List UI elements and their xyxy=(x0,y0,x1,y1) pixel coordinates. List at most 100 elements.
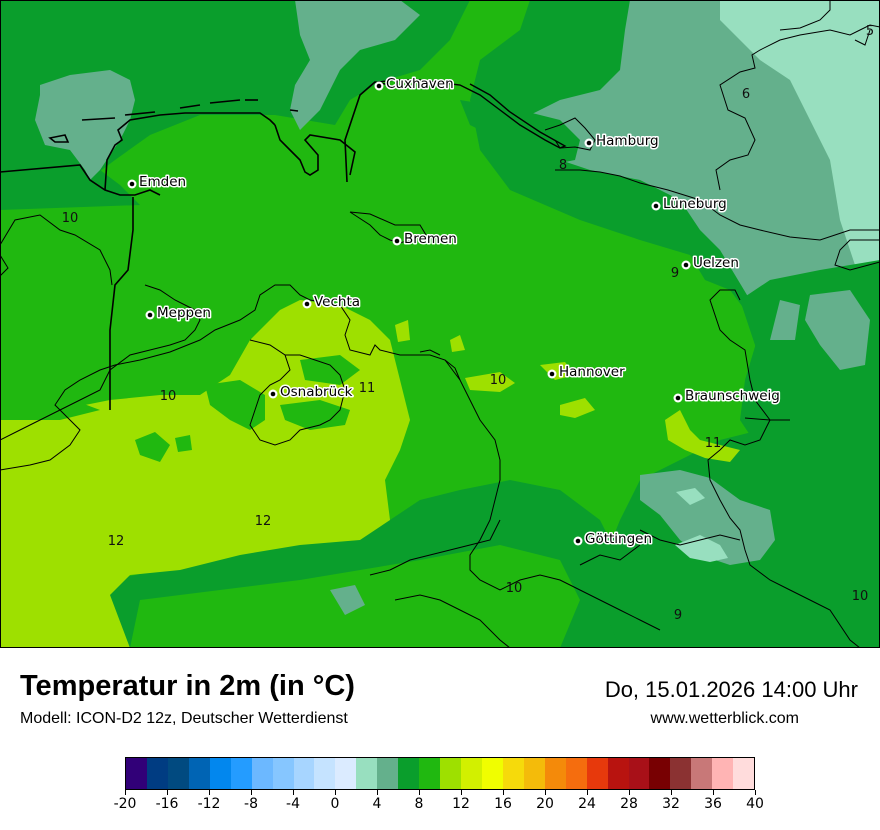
contour-label: 11 xyxy=(359,381,376,396)
city-marker: Braunschweig xyxy=(673,387,781,406)
tick-mark xyxy=(544,790,546,795)
city-label: Hannover xyxy=(559,364,625,380)
contour-label: 10 xyxy=(852,589,869,604)
colorbar-segment xyxy=(356,758,378,789)
colorbar-segment xyxy=(167,758,189,789)
city-marker: Lüneburg xyxy=(651,195,728,214)
tick-label: -16 xyxy=(155,796,179,812)
colorbar-segment xyxy=(712,758,734,789)
tick-label: 24 xyxy=(578,796,596,812)
contour-label: 9 xyxy=(671,266,679,281)
forecast-datetime: Do, 15.01.2026 14:00 Uhr xyxy=(604,677,858,702)
tick-label: 28 xyxy=(620,796,638,812)
colorbar-segment xyxy=(733,758,755,789)
city-marker: Hamburg xyxy=(584,132,660,151)
contour-label: 8 xyxy=(559,158,567,173)
tick-label: 36 xyxy=(704,796,722,812)
tick-mark xyxy=(166,790,168,795)
tick-label: 40 xyxy=(746,796,764,812)
city-label: Braunschweig xyxy=(685,388,780,404)
city-marker: Meppen xyxy=(145,304,212,323)
colorbar-segment xyxy=(419,758,441,789)
tick-mark xyxy=(460,790,462,795)
contour-label: 12 xyxy=(108,534,125,549)
colorbar-segment xyxy=(607,758,629,789)
contour-label: 6 xyxy=(742,87,750,102)
city-marker: Cuxhaven xyxy=(374,75,455,94)
temperature-map: 5 6 8 10 9 11 10 10 11 12 12 10 9 10 Cuxhaven Hamburg E… xyxy=(0,0,880,648)
tick-label: 8 xyxy=(414,796,424,812)
tick-label: 32 xyxy=(662,796,680,812)
tick-mark xyxy=(754,790,756,795)
contour-label: 9 xyxy=(674,608,682,623)
coastline xyxy=(0,81,391,410)
contour-label: 10 xyxy=(490,373,507,388)
tick-label: 12 xyxy=(452,796,470,812)
chart-title: Temperatur in 2m (in °C) xyxy=(20,670,355,702)
colorbar-segment xyxy=(461,758,482,789)
colorbar-segment xyxy=(565,758,587,789)
colorbar-segment xyxy=(502,758,524,789)
colorbar-segment xyxy=(314,758,336,789)
city-label: Osnabrück xyxy=(280,384,353,400)
tick-mark xyxy=(628,790,630,795)
tick-label: 0 xyxy=(330,796,340,812)
tick-label: -20 xyxy=(113,796,137,812)
city-label: Göttingen xyxy=(585,531,652,547)
colorbar-segment xyxy=(544,758,566,789)
colorbar-segment xyxy=(670,758,692,789)
temperature-colorbar xyxy=(125,757,755,790)
tick-label: 4 xyxy=(372,796,382,812)
tick-label: -4 xyxy=(286,796,300,812)
contour-label: 10 xyxy=(160,389,177,404)
city-marker: Bremen xyxy=(392,230,458,249)
tick-mark xyxy=(124,790,126,795)
colorbar-ticks: -20 -16 -12 -8 -4 0 4 8 12 16 20 24 28 32 36 40 xyxy=(114,790,764,820)
colorbar-segment xyxy=(523,758,545,789)
colorbar-segment xyxy=(126,758,147,789)
tick-mark xyxy=(502,790,504,795)
tick-mark xyxy=(292,790,294,795)
city-label: Bremen xyxy=(404,231,457,247)
colorbar-segment xyxy=(691,758,713,789)
colorbar-segment xyxy=(481,758,503,789)
contour-label: 10 xyxy=(62,211,79,226)
tick-label: 16 xyxy=(494,796,512,812)
city-marker: Uelzen xyxy=(681,254,740,273)
contour-labels: 5 6 8 10 9 11 10 10 11 12 12 10 9 10 xyxy=(62,24,874,623)
colorbar-segment xyxy=(335,758,357,789)
city-label: Cuxhaven xyxy=(386,76,454,92)
contour-label: 5 xyxy=(866,24,874,39)
website-link[interactable]: www.wetterblick.com xyxy=(650,710,799,727)
colorbar-segment xyxy=(586,758,608,789)
city-marker: Osnabrück xyxy=(268,383,354,402)
tick-label: -8 xyxy=(244,796,258,812)
colorbar-segment xyxy=(649,758,671,789)
city-marker: Emden xyxy=(127,173,188,192)
tick-mark xyxy=(250,790,252,795)
tick-mark xyxy=(670,790,672,795)
contour-label: 11 xyxy=(705,436,722,451)
colorbar-segment xyxy=(188,758,210,789)
tick-mark xyxy=(418,790,420,795)
state-borders xyxy=(0,0,880,648)
tick-mark xyxy=(586,790,588,795)
city-label: Lüneburg xyxy=(663,196,727,212)
colorbar-segment xyxy=(440,758,461,789)
city-marker: Göttingen xyxy=(573,530,654,549)
colorbar-segment xyxy=(398,758,420,789)
contour-label: 12 xyxy=(255,514,272,529)
city-label: Uelzen xyxy=(693,255,739,271)
colorbar-segment xyxy=(209,758,231,789)
tick-mark xyxy=(712,790,714,795)
elbe-river xyxy=(377,79,567,149)
colorbar-segment xyxy=(272,758,294,789)
tick-mark xyxy=(376,790,378,795)
city-label: Emden xyxy=(139,174,186,190)
colorbar-segment xyxy=(628,758,650,789)
city-marker: Hannover xyxy=(547,363,627,382)
city-label: Meppen xyxy=(157,305,211,321)
colorbar-segment xyxy=(251,758,273,789)
contour-label: 10 xyxy=(506,581,523,596)
colorbar-segment xyxy=(230,758,252,789)
